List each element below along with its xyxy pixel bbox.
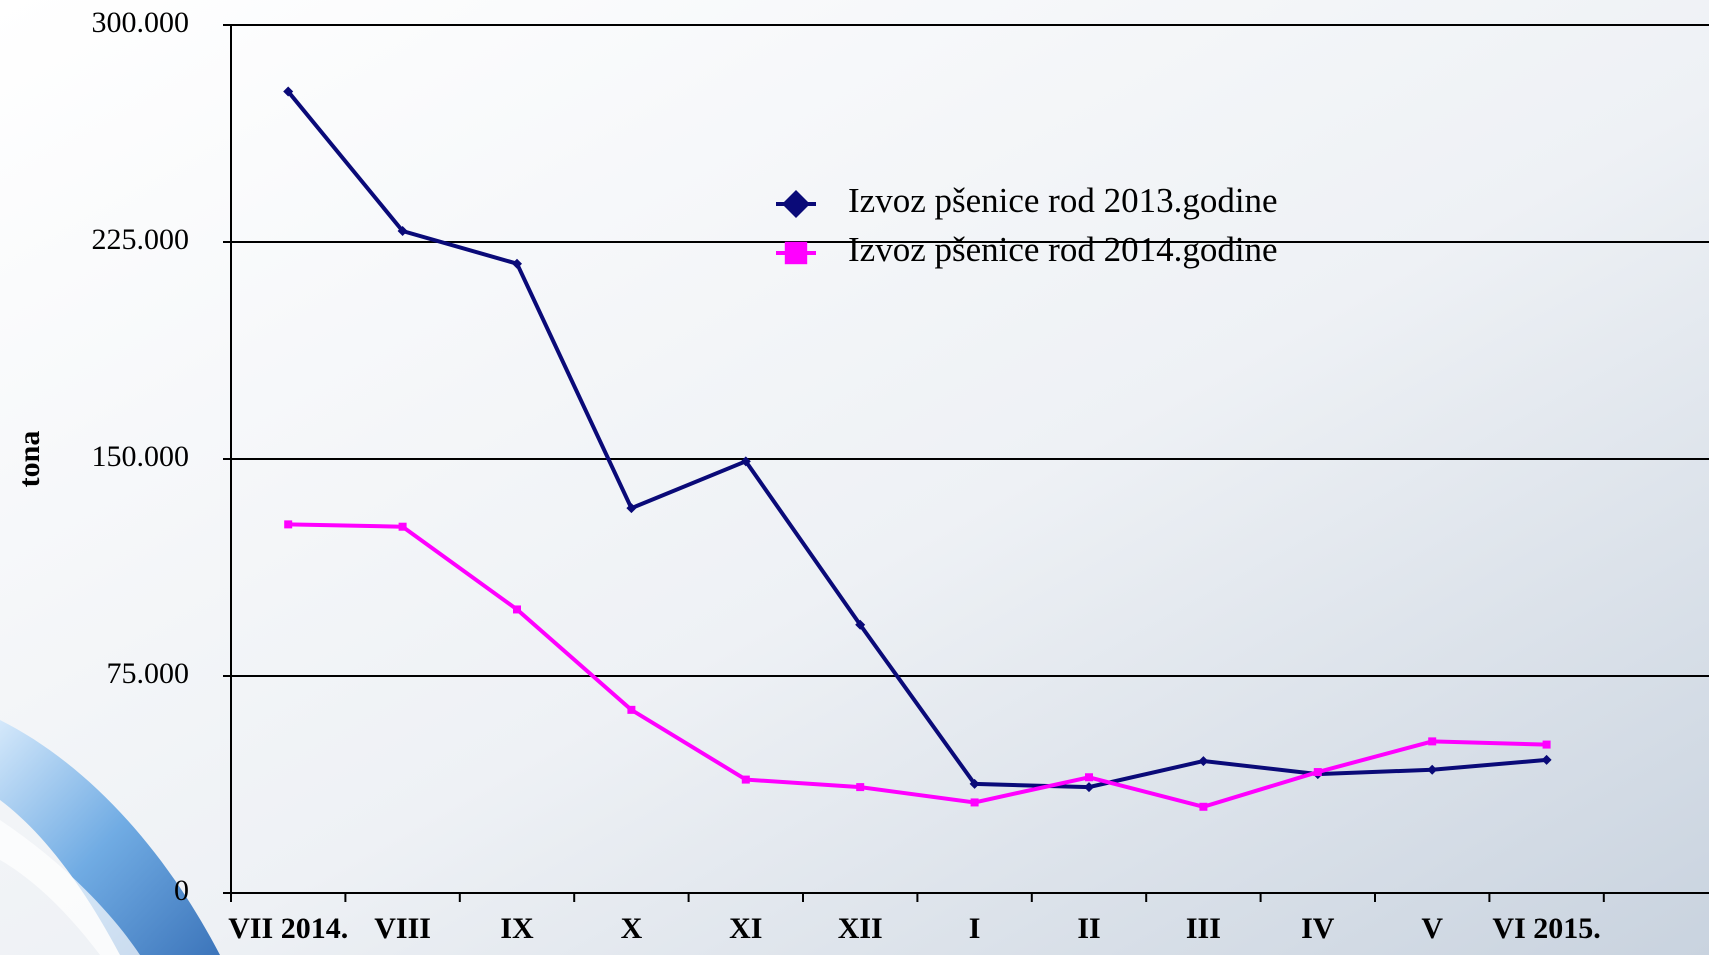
decoration: [0, 820, 140, 955]
point: [784, 241, 808, 265]
point: [1084, 782, 1094, 793]
y-tick-label: 150.000: [92, 440, 190, 473]
point: [283, 86, 294, 97]
point: [1085, 773, 1093, 782]
point: [1428, 737, 1437, 746]
point: [855, 619, 866, 630]
point: [856, 783, 865, 792]
x-tick-label: I: [969, 912, 981, 945]
point: [741, 775, 750, 784]
point: [397, 226, 408, 237]
point: [398, 522, 407, 531]
point: [626, 503, 637, 514]
x-tick-label: III: [1186, 912, 1221, 945]
point: [1313, 768, 1322, 777]
x-tick-label: II: [1077, 912, 1100, 945]
x-tick-label: XI: [729, 912, 762, 945]
point: [970, 798, 979, 807]
series-line: [288, 522, 1547, 809]
y-tick-label: 225.000: [92, 223, 190, 256]
point: [740, 456, 751, 467]
x-tick-label: VI 2015.: [1492, 912, 1600, 945]
point: [1199, 802, 1208, 811]
point: [1198, 756, 1209, 767]
legend-label: Izvoz pšenice rod 2013.godine: [848, 181, 1278, 220]
point: [782, 190, 810, 218]
y-tick-label: 75.000: [107, 657, 190, 690]
x-tick-label: VIII: [374, 912, 431, 945]
point: [512, 258, 522, 269]
point: [284, 520, 293, 529]
x-tick-label: IV: [1301, 912, 1335, 945]
x-tick-label: XII: [838, 912, 883, 945]
x-tick-label: V: [1421, 912, 1443, 945]
point: [1542, 740, 1551, 749]
point: [1427, 764, 1438, 775]
legend-label: Izvoz pšenice rod 2014.godine: [848, 230, 1278, 269]
x-tick-label: X: [621, 912, 643, 945]
series-line: [286, 90, 1547, 790]
x-tick-label: VII 2014.: [228, 912, 348, 945]
y-tick-label: 300.000: [92, 6, 190, 39]
decoration: [0, 720, 220, 955]
y-axis-label: tona: [13, 431, 46, 488]
x-tick-label: IX: [500, 912, 534, 945]
point: [513, 605, 521, 614]
point: [1541, 754, 1552, 765]
point: [627, 705, 636, 714]
point: [969, 778, 980, 789]
y-tick-label: 0: [174, 874, 189, 907]
